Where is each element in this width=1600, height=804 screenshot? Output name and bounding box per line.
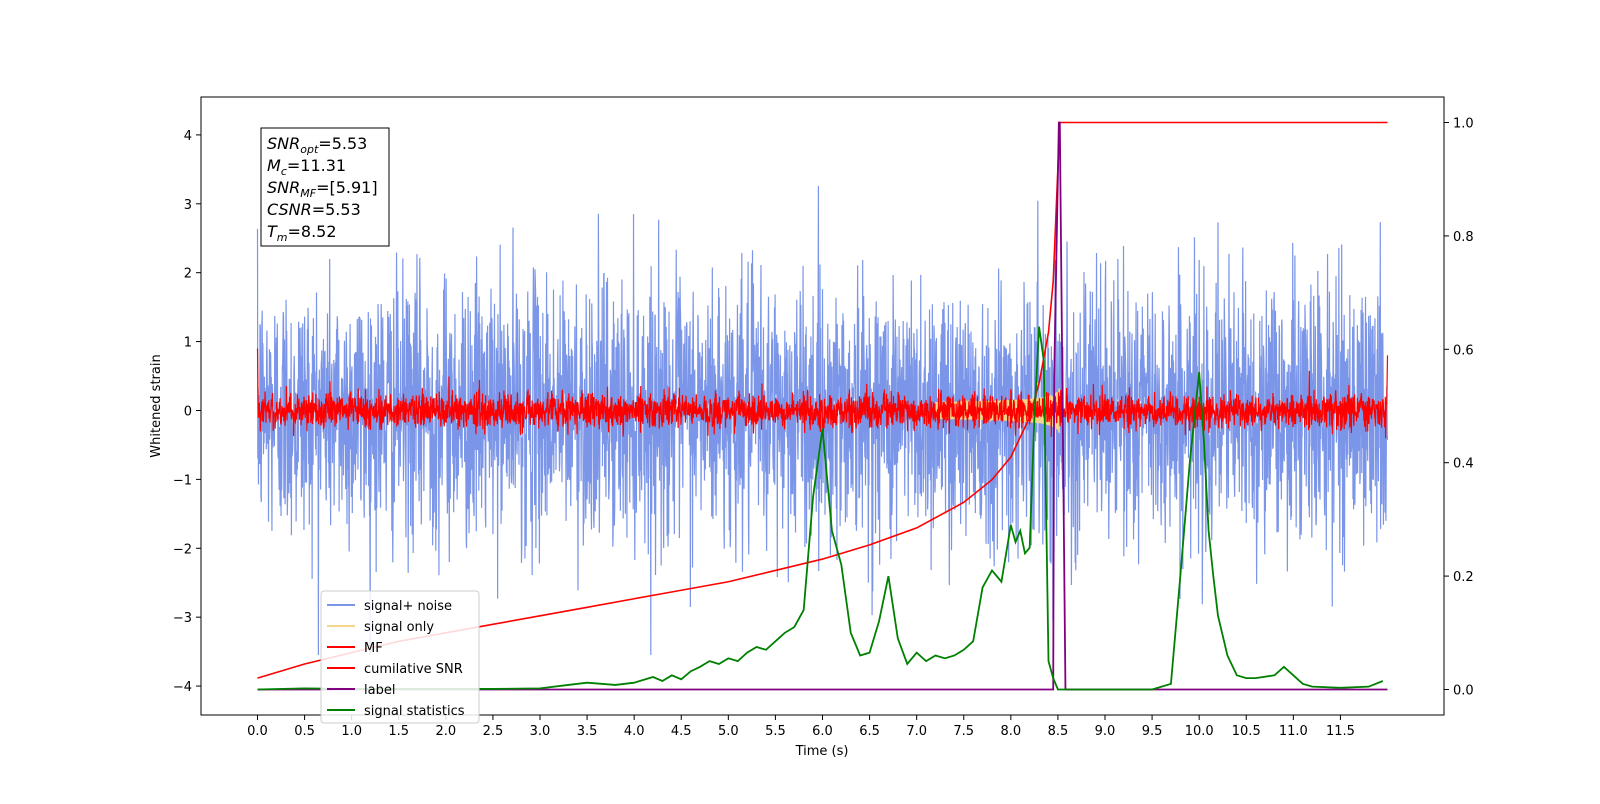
annotation-subscript: opt (300, 143, 319, 156)
y-tick-label: 3 (184, 198, 192, 213)
y2-tick-label: 0.4 (1453, 457, 1474, 472)
annotation-line: SNRopt=5.53 (267, 134, 367, 156)
annotation-line: Tm=8.52 (267, 222, 337, 244)
annotation-value: =8.52 (288, 222, 337, 241)
x-tick-label: 7.5 (953, 724, 974, 739)
legend-label: label (364, 683, 395, 698)
annotation-symbol: SNR (267, 178, 300, 197)
annotation-symbol: T (267, 222, 278, 241)
x-tick-label: 3.0 (530, 724, 551, 739)
legend-label: cumilative SNR (364, 662, 463, 677)
series-mf (256, 348, 1389, 439)
y-axis-left: −4 −3 −2 −1 0 1 2 3 4 (173, 129, 201, 695)
x-axis: 0.0 0.5 1.0 1.5 2.0 2.5 3.0 3.5 4.0 4.5 5.0 5.5 6.0 6… (247, 715, 1355, 739)
annotation-line: Mc=11.31 (267, 156, 346, 178)
x-tick-label: 2.0 (435, 724, 456, 739)
legend-frame (320, 590, 480, 724)
x-tick-label: 4.0 (624, 724, 645, 739)
annotation-value: =11.31 (287, 156, 346, 175)
x-tick-label: 8.0 (1000, 724, 1021, 739)
x-tick-label: 11.0 (1279, 724, 1308, 739)
x-tick-label: 3.5 (577, 724, 598, 739)
legend-label: MF (364, 641, 383, 656)
x-tick-label: 9.5 (1142, 724, 1163, 739)
x-tick-label: 5.5 (765, 724, 786, 739)
y-tick-label: −1 (173, 473, 192, 488)
y2-tick-label: 0.8 (1453, 230, 1474, 245)
y-tick-label: 2 (184, 267, 192, 282)
legend: signal+ noise signal only MF cumilative SNR… (320, 590, 480, 724)
annotation-symbol: M (267, 156, 281, 175)
x-tick-label: 9.0 (1095, 724, 1116, 739)
annotation-subscript: MF (300, 187, 316, 200)
annotation-value: =[5.91] (316, 178, 378, 197)
x-tick-label: 6.5 (859, 724, 880, 739)
y-tick-label: 1 (184, 336, 192, 351)
y2-tick-label: 0.6 (1453, 343, 1474, 358)
y2-tick-label: 1.0 (1453, 117, 1474, 132)
series-signal-noise (256, 185, 1389, 656)
x-tick-label: 0.5 (294, 724, 315, 739)
annotation-line: CSNR=5.53 (267, 200, 361, 219)
y-axis-right: 0.0 0.2 0.4 0.6 0.8 1.0 (1444, 117, 1474, 698)
x-tick-label: 11.5 (1326, 724, 1355, 739)
x-tick-label: 1.5 (388, 724, 409, 739)
legend-label: signal statistics (364, 704, 465, 719)
annotation-box: SNRopt=5.53Mc=11.31SNRMF=[5.91]CSNR=5.53… (260, 127, 390, 247)
y-tick-label: 0 (184, 404, 192, 419)
y-tick-label: 4 (184, 129, 192, 144)
annotation-line: SNRMF=[5.91] (267, 178, 378, 200)
y-tick-label: −3 (173, 611, 192, 626)
x-tick-label: 1.0 (341, 724, 362, 739)
y-axis-label: Whitened strain (149, 354, 164, 457)
annotation-symbol: SNR (267, 134, 300, 153)
annotation-frame (260, 127, 390, 247)
annotation-subscript: m (277, 231, 288, 244)
x-axis-label: Time (s) (795, 744, 849, 759)
annotation-subscript: c (281, 165, 287, 178)
x-tick-label: 5.0 (718, 724, 739, 739)
y-tick-label: −4 (173, 680, 192, 695)
x-tick-label: 10.5 (1232, 724, 1261, 739)
annotation-value: =5.53 (312, 200, 361, 219)
annotation-symbol: CSNR (267, 200, 312, 219)
x-tick-label: 10.0 (1185, 724, 1214, 739)
x-tick-label: 4.5 (671, 724, 692, 739)
legend-label: signal only (364, 620, 434, 635)
legend-label: signal+ noise (364, 599, 452, 614)
y-tick-label: −2 (173, 542, 192, 557)
annotation-value: =5.53 (318, 134, 367, 153)
x-tick-label: 0.0 (247, 724, 268, 739)
y2-tick-label: 0.2 (1453, 570, 1474, 585)
x-tick-label: 8.5 (1048, 724, 1069, 739)
series-signal-statistics (257, 326, 1384, 691)
x-tick-label: 2.5 (483, 724, 504, 739)
x-tick-label: 6.0 (812, 724, 833, 739)
x-tick-label: 7.0 (906, 724, 927, 739)
y2-tick-label: 0.0 (1453, 683, 1474, 698)
